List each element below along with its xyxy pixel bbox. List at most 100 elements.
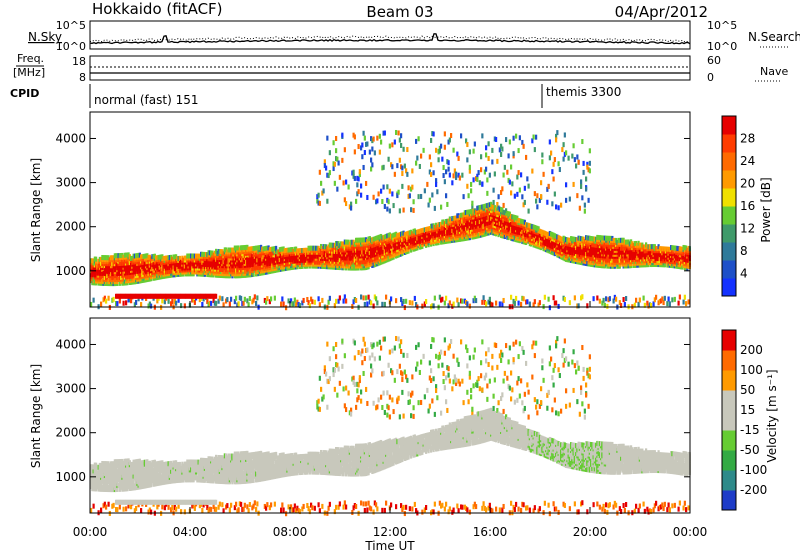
power-cell <box>401 183 404 189</box>
power-cell <box>367 294 370 300</box>
power-cell <box>510 294 513 300</box>
power-cell <box>583 202 586 208</box>
power-cell <box>115 253 118 259</box>
power-cell <box>297 248 300 254</box>
power-cell <box>121 258 124 264</box>
power-cell <box>503 164 506 170</box>
power-cell <box>546 199 549 205</box>
power-cell <box>140 302 143 308</box>
power-cell <box>402 298 405 304</box>
power-cell <box>266 259 269 265</box>
power-cell <box>202 271 205 277</box>
power-cell <box>207 302 210 308</box>
power-cell <box>163 255 166 261</box>
power-cell <box>382 184 385 190</box>
power-cell <box>198 263 201 269</box>
power-cell <box>113 259 116 265</box>
power-cell <box>116 301 119 307</box>
power-cell <box>432 303 435 309</box>
power-cell <box>271 250 274 256</box>
power-cell <box>90 258 93 264</box>
power-cell <box>217 248 220 254</box>
power-cell <box>132 277 135 283</box>
power-cell <box>247 302 250 308</box>
power-cell <box>281 256 284 262</box>
power-cell <box>491 159 494 165</box>
power-cell <box>581 294 584 300</box>
power-cell <box>282 301 285 307</box>
power-cell <box>225 247 228 253</box>
power-cell <box>96 264 99 270</box>
power-cell <box>583 208 586 214</box>
power-cell <box>156 255 159 261</box>
date-title: 04/Apr/2012 <box>615 3 708 21</box>
power-cell <box>162 256 165 262</box>
power-cell <box>97 266 100 272</box>
power-cell <box>321 297 324 303</box>
power-cell <box>241 300 244 306</box>
power-cell <box>460 133 463 139</box>
power-cell <box>326 135 329 141</box>
power-cell <box>391 142 394 148</box>
noise-right-tick-bottom: 10^0 <box>707 40 737 53</box>
power-cell <box>272 260 275 266</box>
power-cell <box>565 150 568 156</box>
power-cell <box>421 303 424 309</box>
power-cell <box>135 299 138 305</box>
power-cell <box>513 193 516 199</box>
power-cell <box>256 263 259 269</box>
power-cell <box>540 180 543 186</box>
power-cell <box>265 299 268 305</box>
power-cell <box>457 155 460 161</box>
power-cell <box>182 257 185 263</box>
power-cell <box>206 298 209 304</box>
power-cell <box>381 198 384 204</box>
power-cell <box>92 276 95 282</box>
power-cell <box>255 251 258 257</box>
power-cell <box>576 193 579 199</box>
power-cell <box>277 259 280 265</box>
power-cell <box>572 143 575 149</box>
power-cell <box>306 296 309 302</box>
power-cell <box>201 263 204 269</box>
power-cell <box>381 301 384 307</box>
power-cell <box>302 247 305 253</box>
power-cell <box>432 131 435 137</box>
power-cell <box>115 300 118 306</box>
power-cell <box>245 258 248 264</box>
power-cell <box>127 278 130 284</box>
power-cell <box>480 167 483 173</box>
power-cell <box>350 205 353 211</box>
power-cell <box>260 244 263 250</box>
power-cell <box>201 251 204 257</box>
power-cell <box>297 302 300 308</box>
power-cell <box>177 263 180 269</box>
power-cell <box>147 258 150 264</box>
power-cell <box>511 181 514 187</box>
power-cell <box>510 190 513 196</box>
power-cell <box>452 147 455 153</box>
power-cell <box>248 258 251 264</box>
power-cell <box>457 302 460 308</box>
noise-left-tick-bottom: 10^0 <box>56 40 86 53</box>
power-cell <box>288 257 291 263</box>
power-cell <box>147 303 150 309</box>
power-cell <box>576 154 579 160</box>
power-cell <box>368 149 371 155</box>
power-cell <box>485 145 488 151</box>
power-cell <box>452 173 455 179</box>
power-cell <box>180 259 183 265</box>
power-cell <box>128 254 131 260</box>
power-cell <box>206 258 209 264</box>
power-cell <box>362 295 365 301</box>
power-cell <box>477 170 480 176</box>
power-cell <box>305 255 308 261</box>
power-cell <box>230 265 233 271</box>
power-cell <box>318 302 321 308</box>
power-cell <box>240 295 243 301</box>
power-cell <box>388 188 391 194</box>
power-cell <box>492 187 495 193</box>
power-cell <box>313 299 316 305</box>
power-cell <box>505 137 508 143</box>
power-cell <box>232 247 235 253</box>
